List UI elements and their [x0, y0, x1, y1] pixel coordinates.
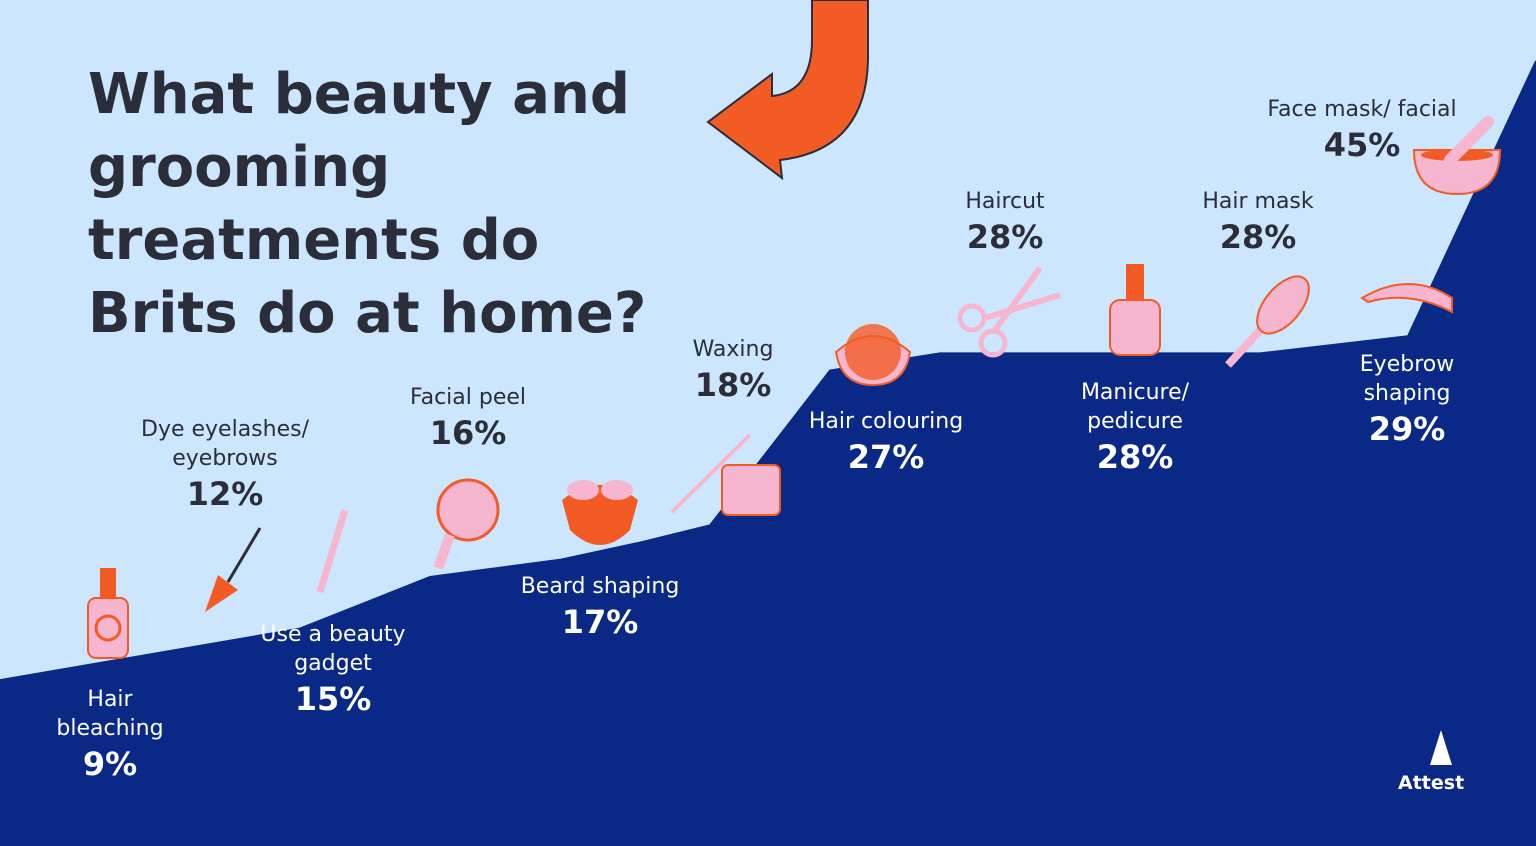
value-label: 18% — [694, 366, 772, 404]
area-line — [0, 60, 1536, 682]
arrow — [706, 0, 869, 181]
category-label: Eyebrow shaping — [1359, 352, 1455, 406]
item-label: Facial peel 16% — [373, 383, 563, 454]
value-label: 17% — [561, 603, 639, 641]
value-label: 28% — [966, 218, 1044, 256]
area-fill — [0, 61, 1536, 846]
value-label: 27% — [847, 438, 925, 476]
icons — [87, 116, 1502, 765]
brand-logo: Attest — [1398, 772, 1465, 794]
item-label: Dye eyelashes/ eyebrows 12% — [130, 415, 320, 515]
category-label: Hair mask — [1202, 189, 1314, 214]
value-label: 12% — [186, 475, 264, 513]
value-label: 16% — [429, 414, 507, 452]
item-label: Hair bleaching 9% — [45, 685, 175, 785]
category-label: Facial peel — [409, 385, 527, 410]
category-label: Manicure/ pedicure — [1080, 380, 1190, 434]
item-label: Face mask/ facial 45% — [1267, 95, 1457, 166]
value-label: 29% — [1368, 410, 1446, 448]
item-label: Eyebrow shaping 29% — [1342, 350, 1472, 450]
value-label: 28% — [1219, 218, 1297, 256]
item-label: Waxing 18% — [638, 335, 828, 406]
value-label: 45% — [1323, 126, 1401, 164]
item-label: Use a beauty gadget 15% — [253, 620, 413, 720]
category-label: Haircut — [965, 189, 1045, 214]
item-label: Beard shaping 17% — [520, 572, 680, 643]
chart-title: What beauty and grooming treatments do B… — [88, 62, 647, 346]
category-label: Beard shaping — [520, 574, 680, 599]
item-label: Hair colouring 27% — [806, 407, 966, 478]
category-label: Hair colouring — [808, 409, 964, 434]
value-label: 9% — [82, 745, 138, 783]
item-label: Haircut 28% — [910, 187, 1100, 258]
category-label: Dye eyelashes/ eyebrows — [141, 417, 309, 471]
category-label: Waxing — [692, 337, 774, 362]
category-label: Use a beauty gadget — [260, 622, 406, 676]
area-group — [0, 60, 1536, 846]
category-label: Hair bleaching — [56, 687, 164, 741]
value-label: 28% — [1096, 438, 1174, 476]
value-label: 15% — [294, 680, 372, 718]
category-label: Face mask/ facial — [1267, 97, 1457, 122]
item-label: Hair mask 28% — [1163, 187, 1353, 258]
item-label: Manicure/ pedicure 28% — [1040, 378, 1230, 478]
